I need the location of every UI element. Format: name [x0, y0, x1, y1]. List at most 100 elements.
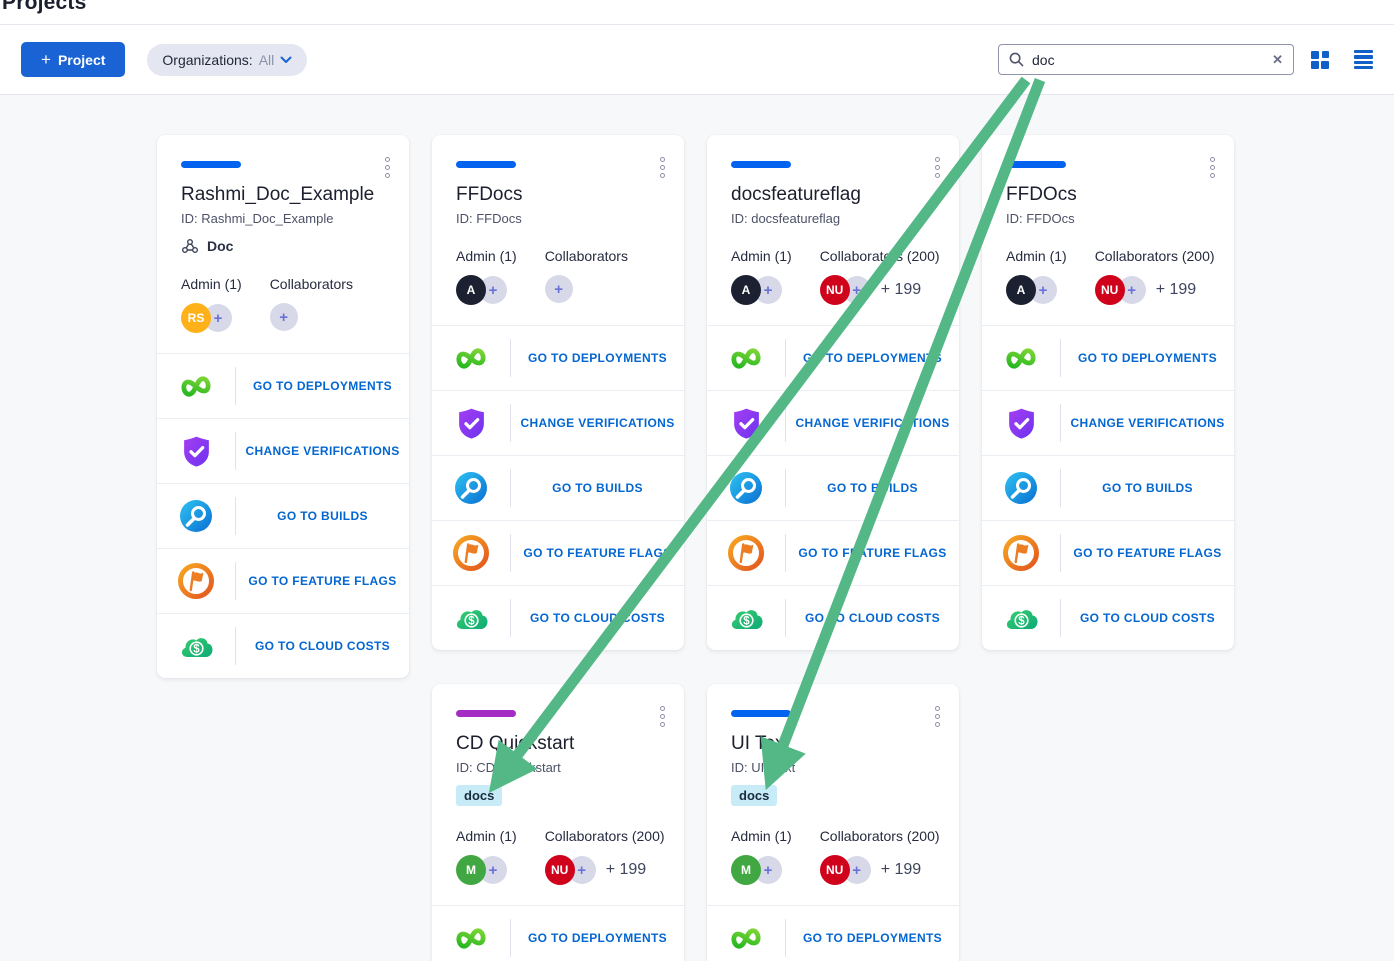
collaborator-avatar: NU — [1094, 275, 1125, 305]
card-menu-button[interactable] — [658, 155, 667, 180]
module-color-bar — [456, 710, 516, 717]
card-menu-button[interactable] — [383, 155, 392, 180]
search-box: ✕ — [998, 44, 1294, 75]
cd-module-icon — [982, 346, 1060, 371]
admin-label: Admin (1) — [181, 276, 242, 292]
change-verifications-link[interactable]: CHANGE VERIFICATIONS — [432, 390, 684, 455]
admin-avatar: M — [731, 855, 761, 885]
ci-module-icon — [707, 470, 785, 506]
page-header: Projects — [0, 0, 1394, 25]
cd-module-icon — [157, 374, 235, 399]
page-title: Projects — [2, 0, 87, 14]
org-filter-label: Organizations: — [162, 51, 253, 68]
ccm-module-icon — [707, 603, 785, 633]
projects-grid-area: Rashmi_Doc_Example ID: Rashmi_Doc_Exampl… — [0, 95, 1394, 961]
cd-module-icon — [432, 926, 510, 951]
project-card-ffdocs-2: FFDOcs ID: FFDOcs Admin (1) A + Collabor… — [982, 135, 1234, 650]
project-title[interactable]: FFDocs — [456, 184, 523, 205]
srm-module-icon — [157, 434, 235, 468]
new-project-button[interactable]: + Project — [21, 42, 126, 77]
admin-label: Admin (1) — [456, 828, 517, 844]
list-view-toggle[interactable] — [1354, 50, 1373, 69]
admin-label: Admin (1) — [456, 248, 517, 264]
admin-label: Admin (1) — [731, 248, 792, 264]
go-to-feature-flags-link[interactable]: GO TO FEATURE FLAGS — [982, 520, 1234, 585]
collaborator-avatar: NU — [819, 855, 850, 885]
search-input[interactable] — [1032, 51, 1265, 68]
go-to-builds-link[interactable]: GO TO BUILDS — [707, 455, 959, 520]
card-menu-button[interactable] — [1208, 155, 1217, 180]
srm-module-icon — [982, 406, 1060, 440]
go-to-deployments-link[interactable]: GO TO DEPLOYMENTS — [982, 325, 1234, 390]
add-collaborator-button[interactable]: + — [269, 303, 298, 331]
project-id: ID: Rashmi_Doc_Example — [181, 211, 334, 226]
module-color-bar — [731, 161, 791, 168]
project-card-rashmi-doc-example: Rashmi_Doc_Example ID: Rashmi_Doc_Exampl… — [157, 135, 409, 678]
card-menu-button[interactable] — [933, 704, 942, 729]
srm-module-icon — [432, 406, 510, 440]
go-to-cloud-costs-link[interactable]: GO TO CLOUD COSTS — [982, 585, 1234, 650]
project-title[interactable]: CD Quickstart — [456, 733, 575, 754]
clear-search-button[interactable]: ✕ — [1272, 52, 1283, 67]
change-verifications-link[interactable]: CHANGE VERIFICATIONS — [157, 418, 409, 483]
project-card-ui-text: UI Text ID: UI_Text docs Admin (1) M + C — [707, 684, 959, 961]
collaborator-avatar: NU — [819, 275, 850, 305]
project-id: ID: docsfeatureflag — [731, 211, 841, 226]
plus-icon: + — [41, 50, 51, 69]
collaborators-label: Collaborators (200) — [544, 828, 665, 844]
ff-module-icon — [982, 534, 1060, 572]
collaborators-label: Collaborators (200) — [1094, 248, 1215, 264]
go-to-feature-flags-link[interactable]: GO TO FEATURE FLAGS — [157, 548, 409, 613]
cd-module-icon — [707, 346, 785, 371]
go-to-cloud-costs-link[interactable]: GO TO CLOUD COSTS — [707, 585, 959, 650]
admin-avatar: RS — [181, 303, 211, 333]
change-verifications-link[interactable]: CHANGE VERIFICATIONS — [982, 390, 1234, 455]
collaborator-overflow-count: + 199 — [605, 861, 647, 878]
go-to-deployments-link[interactable]: GO TO DEPLOYMENTS — [432, 905, 684, 961]
project-card-docsfeatureflag: docsfeatureflag ID: docsfeatureflag Admi… — [707, 135, 959, 650]
go-to-cloud-costs-link[interactable]: GO TO CLOUD COSTS — [157, 613, 409, 678]
project-title[interactable]: UI Text — [731, 733, 790, 754]
admin-label: Admin (1) — [1006, 248, 1067, 264]
go-to-deployments-link[interactable]: GO TO DEPLOYMENTS — [707, 325, 959, 390]
ci-module-icon — [982, 470, 1060, 506]
go-to-builds-link[interactable]: GO TO BUILDS — [157, 483, 409, 548]
change-verifications-link[interactable]: CHANGE VERIFICATIONS — [707, 390, 959, 455]
collaborator-overflow-count: + 199 — [1155, 281, 1197, 298]
go-to-feature-flags-link[interactable]: GO TO FEATURE FLAGS — [432, 520, 684, 585]
module-color-bar — [456, 161, 516, 168]
collaborator-avatar: NU — [544, 855, 575, 885]
chevron-down-icon — [280, 56, 292, 63]
go-to-builds-link[interactable]: GO TO BUILDS — [432, 455, 684, 520]
go-to-builds-link[interactable]: GO TO BUILDS — [982, 455, 1234, 520]
project-title[interactable]: docsfeatureflag — [731, 184, 861, 205]
project-id: ID: FFDOcs — [1006, 211, 1075, 226]
organizations-filter-dropdown[interactable]: Organizations: All — [147, 43, 308, 76]
module-color-bar — [1006, 161, 1066, 168]
go-to-feature-flags-link[interactable]: GO TO FEATURE FLAGS — [707, 520, 959, 585]
ci-module-icon — [432, 470, 510, 506]
organization-icon — [181, 238, 199, 254]
organization-name: Doc — [207, 238, 234, 254]
card-menu-button[interactable] — [933, 155, 942, 180]
search-icon — [1009, 52, 1024, 67]
project-title[interactable]: FFDOcs — [1006, 184, 1077, 205]
admin-avatar: A — [731, 275, 761, 305]
admin-label: Admin (1) — [731, 828, 792, 844]
go-to-deployments-link[interactable]: GO TO DEPLOYMENTS — [707, 905, 959, 961]
ci-module-icon — [157, 498, 235, 534]
project-card-cd-quickstart: CD Quickstart ID: CD_Quickstart docs Adm… — [432, 684, 684, 961]
module-color-bar — [181, 161, 241, 168]
collaborators-label: Collaborators — [544, 248, 628, 264]
go-to-cloud-costs-link[interactable]: GO TO CLOUD COSTS — [432, 585, 684, 650]
add-collaborator-button[interactable]: + — [544, 275, 573, 303]
project-id: ID: UI_Text — [731, 760, 796, 775]
card-menu-button[interactable] — [658, 704, 667, 729]
project-title[interactable]: Rashmi_Doc_Example — [181, 184, 375, 205]
admin-avatar: M — [456, 855, 486, 885]
grid-view-toggle[interactable] — [1311, 50, 1329, 69]
cd-module-icon — [707, 926, 785, 951]
go-to-deployments-link[interactable]: GO TO DEPLOYMENTS — [157, 353, 409, 418]
go-to-deployments-link[interactable]: GO TO DEPLOYMENTS — [432, 325, 684, 390]
ccm-module-icon — [982, 603, 1060, 633]
